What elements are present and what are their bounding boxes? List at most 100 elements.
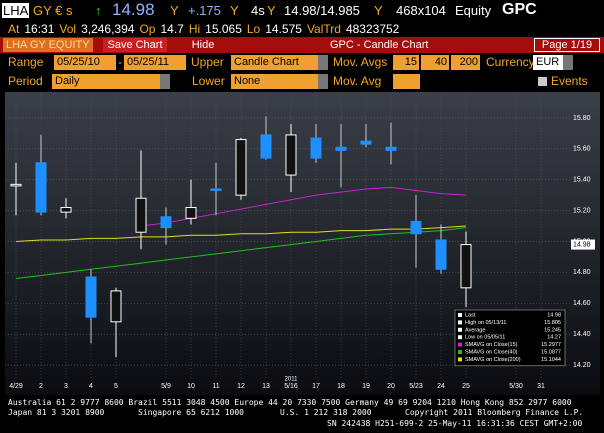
field[interactable]: 15 [393, 55, 419, 70]
quote-value: 16:31 [24, 22, 55, 36]
controls: Range 05/25/10 - 05/25/11 Upper Candle C… [0, 55, 604, 91]
x-tick-label: 20 [387, 383, 395, 390]
field[interactable]: 200 [451, 55, 480, 70]
legend-swatch [458, 313, 462, 317]
legend-label: High on 05/13/11 [465, 320, 507, 326]
field[interactable]: 05/25/11 [124, 55, 186, 70]
legend-swatch [458, 327, 462, 332]
label: Mov. Avgs [333, 55, 388, 69]
field[interactable]: None [231, 74, 318, 89]
function: GPC [502, 1, 537, 18]
quote-value: 14.7 [160, 22, 184, 36]
x-tick-label: 5/23 [409, 383, 423, 390]
sep: Y [374, 3, 383, 18]
toolbar-title: GPC - Candle Chart [330, 39, 429, 51]
field[interactable]: 05/25/10 [54, 55, 116, 70]
size: 468x104 [396, 3, 446, 18]
y-tick-label: 14.60 [573, 300, 591, 307]
x-tick-label: 2 [39, 383, 43, 390]
candle-body [210, 188, 222, 192]
label: - [118, 55, 122, 69]
candle-body [260, 134, 272, 159]
field[interactable]: Daily [52, 74, 160, 89]
quote-label: Hi [188, 22, 201, 36]
change: +.175 [188, 3, 221, 18]
quote-label: Lo [246, 22, 261, 36]
dropdown[interactable] [318, 55, 328, 70]
footer: Australia 61 2 9777 8600 Brazil 5511 304… [8, 398, 572, 407]
y-tick-label: 14.20 [573, 362, 591, 369]
field[interactable] [393, 74, 420, 89]
legend-value: 15.1044 [541, 357, 561, 363]
legend-label: SMAVG on Close(40) [465, 349, 518, 355]
bid-ask: 14.98/14.985 [284, 3, 360, 18]
legend-value: 15.0877 [541, 349, 561, 355]
page: Page 1/19 [534, 38, 600, 52]
ticker[interactable]: LHA [2, 3, 30, 18]
year-label: 2011 [285, 377, 299, 383]
candle-body [410, 220, 422, 235]
candle-body [460, 244, 472, 289]
age: 4s [251, 3, 265, 18]
x-tick-label: 24 [437, 383, 445, 390]
candle-body [110, 290, 122, 323]
footer: Copyright 2011 Bloomberg Finance L.P. [405, 408, 584, 417]
dropdown[interactable] [160, 74, 170, 89]
candle-body [360, 140, 372, 145]
candle-body [160, 216, 172, 229]
field[interactable]: EUR [533, 55, 563, 70]
quote-value: 15.065 [205, 22, 242, 36]
legend [454, 309, 566, 367]
legend-value: 15.805 [544, 320, 561, 326]
moving-average [15, 225, 467, 242]
dropdown[interactable] [563, 55, 573, 70]
quote-label: Op [139, 22, 156, 36]
label: Period [8, 74, 43, 88]
label: Lower [192, 74, 225, 88]
dropdown[interactable] [318, 74, 328, 89]
footer: U.S. 1 212 318 2000 [280, 408, 372, 417]
sep: Y [230, 3, 239, 18]
legend-swatch [458, 335, 462, 340]
tick-arrow: ↑ [95, 3, 102, 18]
label: Range [8, 55, 44, 69]
legend-swatch [458, 320, 462, 325]
quote-label: Vol [59, 22, 77, 36]
quote-value: 3,246,394 [81, 22, 135, 36]
legend-value: 15.245 [544, 327, 561, 333]
quote-row: At 16:31 Vol 3,246,394 Op 14.7 Hi 15.065 Lo 14.57… [8, 22, 404, 36]
x-tick-label: 25 [462, 383, 470, 390]
x-tick-label: 3 [64, 383, 68, 390]
security[interactable]: LHA GY EQUITY [3, 38, 93, 52]
x-tick-label: 5/9 [161, 383, 171, 390]
candle-body [285, 134, 297, 176]
x-tick-label: 5/30 [509, 383, 523, 390]
candle-body [85, 276, 97, 318]
legend-value: 14.27 [547, 335, 561, 341]
legend-swatch [458, 350, 462, 354]
candle-body [135, 197, 147, 233]
checkbox[interactable] [538, 77, 547, 86]
candle-body [235, 139, 247, 196]
legend-label: Average [465, 327, 485, 333]
candle-body [435, 239, 447, 270]
candle-body [10, 183, 22, 187]
y-tick-label: 15.80 [573, 115, 591, 122]
label: Currency [486, 55, 535, 69]
field[interactable]: Candle Chart [231, 55, 318, 70]
x-tick-label: 17 [312, 383, 320, 390]
x-tick-label: 13 [262, 383, 270, 390]
legend-swatch [458, 357, 462, 362]
candle-body [35, 162, 47, 213]
button[interactable]: Hide [191, 39, 215, 51]
footer: SN 242438 H251-699-2 25-May-11 16:31:36 … [327, 419, 583, 428]
y-tick-label: 14.40 [573, 331, 591, 338]
button[interactable]: Save Chart [103, 38, 167, 52]
sector: Equity [455, 3, 492, 18]
x-tick-label: 19 [362, 383, 370, 390]
field[interactable]: 40 [421, 55, 449, 70]
legend-swatch [458, 342, 462, 347]
y-tick-label: 15.40 [573, 177, 591, 184]
